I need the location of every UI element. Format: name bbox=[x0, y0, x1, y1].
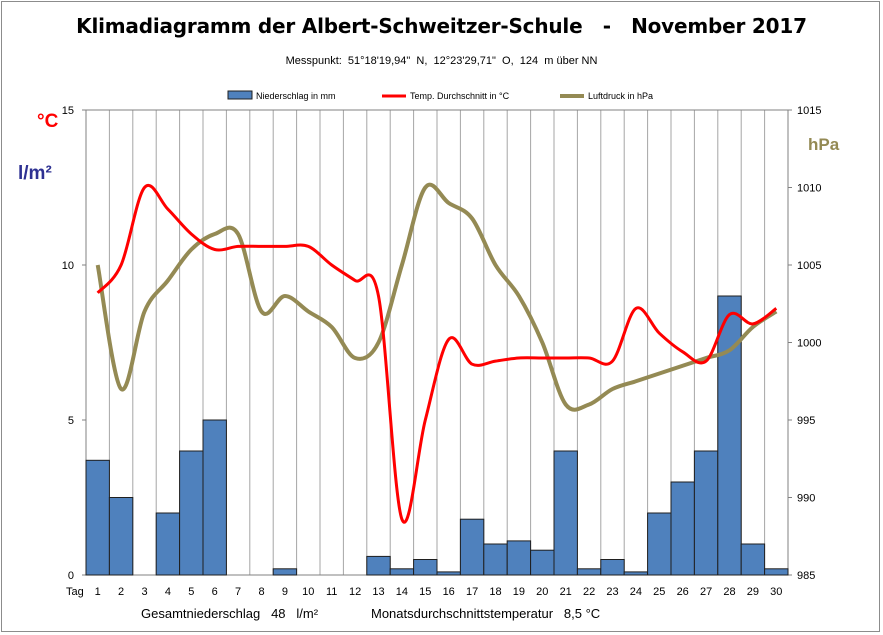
x-tick-label: 11 bbox=[326, 586, 337, 598]
footer-avg-temp: Monatsdurchschnittstemperatur 8,5 °C bbox=[371, 606, 601, 621]
x-tick-label: 13 bbox=[372, 586, 384, 598]
x-tick-label: 25 bbox=[653, 586, 665, 598]
precip-bar bbox=[108, 497, 134, 576]
x-tick-label: 22 bbox=[583, 586, 595, 598]
precip-bar bbox=[576, 568, 602, 576]
precip-bar bbox=[413, 559, 438, 576]
x-tick-label: 3 bbox=[141, 586, 147, 598]
x-tick-label: 21 bbox=[560, 586, 572, 598]
chart-subtitle: Messpunkt: 51°18'19,94" N, 12°23'29,71" … bbox=[285, 55, 598, 67]
x-tick-label: 23 bbox=[606, 586, 618, 598]
x-tick-label: 17 bbox=[466, 586, 478, 598]
precip-bar bbox=[506, 540, 532, 576]
right-tick-label: 1000 bbox=[797, 338, 821, 350]
x-tick-label: 9 bbox=[282, 586, 288, 598]
x-tick-label: 29 bbox=[747, 586, 759, 598]
precip-bar bbox=[179, 450, 204, 576]
x-tick-label: 28 bbox=[723, 586, 735, 598]
legend-label-precip: Niederschlag in mm bbox=[256, 91, 336, 101]
left-tick-label: 10 bbox=[62, 260, 74, 272]
x-tick-label: 2 bbox=[118, 586, 124, 598]
precip-bar bbox=[670, 481, 695, 576]
precip-bar bbox=[202, 419, 227, 576]
precip-bar bbox=[483, 543, 508, 576]
right-tick-label: 990 bbox=[797, 493, 815, 505]
right-unit-hpa: hPa bbox=[808, 135, 840, 154]
precip-bar bbox=[693, 450, 719, 576]
legend-label-pressure: Luftdruck in hPa bbox=[588, 91, 653, 101]
x-tick-label: 24 bbox=[630, 586, 642, 598]
right-tick-label: 995 bbox=[797, 415, 815, 427]
chart-title: Klimadiagramm der Albert-Schweitzer-Schu… bbox=[76, 14, 807, 38]
precip-bar bbox=[459, 518, 485, 576]
x-tick-label: 27 bbox=[700, 586, 712, 598]
legend-swatch-precip bbox=[227, 90, 253, 100]
x-tick-label: 19 bbox=[513, 586, 525, 598]
x-axis-title: Tag bbox=[66, 586, 84, 598]
precip-bar bbox=[600, 559, 625, 576]
x-tick-label: 10 bbox=[302, 586, 314, 598]
right-tick-label: 1010 bbox=[797, 183, 821, 195]
right-tick-label: 985 bbox=[797, 570, 815, 582]
x-tick-label: 18 bbox=[489, 586, 501, 598]
x-tick-label: 1 bbox=[95, 586, 101, 598]
left-unit-rain: l/m² bbox=[18, 163, 52, 184]
precip-bar bbox=[389, 568, 415, 576]
footer-total-rain: Gesamtniederschlag 48 l/m² bbox=[141, 606, 319, 621]
x-tick-label: 20 bbox=[536, 586, 548, 598]
right-tick-label: 1015 bbox=[797, 105, 821, 117]
left-unit-temp: °C bbox=[37, 111, 59, 132]
x-tick-label: 12 bbox=[349, 586, 361, 598]
precip-bar bbox=[530, 549, 555, 576]
x-tick-label: 4 bbox=[165, 586, 171, 598]
left-tick-label: 15 bbox=[62, 105, 74, 117]
x-tick-label: 16 bbox=[443, 586, 455, 598]
x-tick-label: 14 bbox=[396, 586, 408, 598]
right-tick-label: 1005 bbox=[797, 260, 821, 272]
precip-bar bbox=[272, 568, 298, 576]
precip-bar bbox=[717, 295, 742, 576]
precip-bar bbox=[436, 571, 461, 576]
x-tick-label: 6 bbox=[212, 586, 218, 598]
precip-bar bbox=[764, 568, 789, 576]
precip-bar bbox=[155, 512, 181, 576]
x-tick-label: 5 bbox=[188, 586, 194, 598]
precip-bar bbox=[647, 512, 672, 576]
x-tick-label: 30 bbox=[770, 586, 782, 598]
precip-bar bbox=[553, 450, 578, 576]
x-tick-label: 26 bbox=[677, 586, 689, 598]
precip-bar bbox=[85, 459, 110, 576]
precip-bar bbox=[366, 555, 391, 576]
precip-bar bbox=[623, 571, 649, 576]
x-tick-label: 7 bbox=[235, 586, 241, 598]
legend-label-temp: Temp. Durchschnitt in °C bbox=[410, 91, 510, 101]
x-tick-label: 15 bbox=[419, 586, 431, 598]
temperature-line bbox=[96, 183, 778, 524]
x-tick-label: 8 bbox=[258, 586, 264, 598]
left-tick-label: 0 bbox=[68, 570, 74, 582]
left-tick-label: 5 bbox=[68, 415, 74, 427]
precip-bar bbox=[740, 543, 766, 576]
